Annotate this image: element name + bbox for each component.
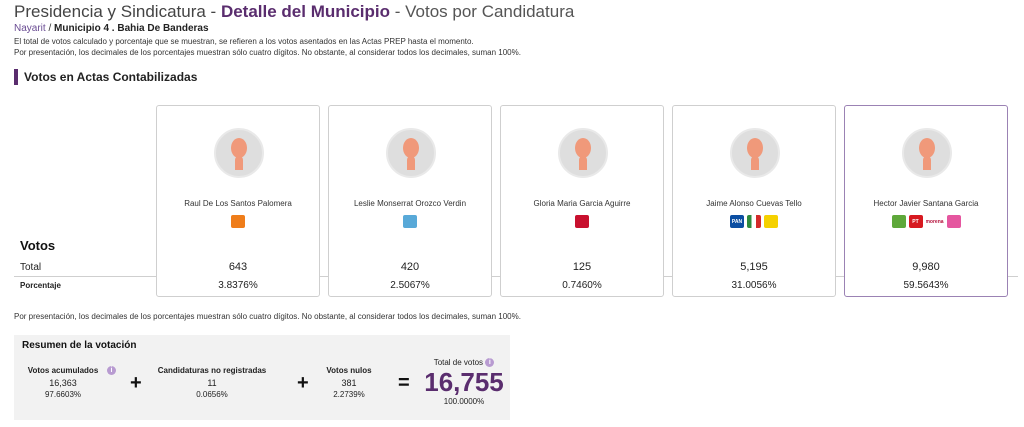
summary-no-registradas: Candidaturas no registradas 11 0.0656% <box>154 366 270 399</box>
local-party-logo-icon <box>403 215 417 228</box>
breadcrumb: Nayarit / Municipio 4 . Bahia De Bandera… <box>14 23 1014 34</box>
vote-summary-panel: Resumen de la votación Votos acumulados … <box>14 335 510 420</box>
no-registradas-value: 11 <box>207 378 217 388</box>
avatar-icon <box>214 128 264 178</box>
percentage-row-label: Porcentaje <box>20 281 61 290</box>
summary-nulos: Votos nulos 381 2.2739% <box>314 366 384 399</box>
morena-logo-icon: morena <box>925 215 944 228</box>
candidate-name: Hector Javier Santana Garcia <box>873 199 979 208</box>
candidate-card[interactable]: Raul De Los Santos Palomera 643 3.8376% <box>156 105 320 297</box>
candidate-total: 9,980 <box>912 261 940 273</box>
pt-logo-icon: PT <box>908 215 923 228</box>
no-registradas-label: Candidaturas no registradas <box>157 366 267 375</box>
info-icon[interactable]: i <box>107 366 116 375</box>
acumulados-value: 16,363 <box>49 378 77 388</box>
candidate-name: Leslie Monserrat Orozco Verdin <box>353 199 467 208</box>
mc-logo-icon <box>231 215 245 228</box>
page-title: Presidencia y Sindicatura - Detalle del … <box>14 2 1014 22</box>
candidate-percentage: 3.8376% <box>218 280 258 291</box>
plus-operator: + <box>130 372 142 394</box>
info-note-2: Por presentación, los decimales de los p… <box>14 48 521 57</box>
candidate-total: 420 <box>400 261 420 273</box>
pvem-logo-icon <box>891 215 906 228</box>
plus-operator-2: + <box>297 372 309 394</box>
title-view: - Votos por Candidatura <box>390 2 575 21</box>
local-coalition-logo-icon <box>946 215 961 228</box>
summary-acumulados: Votos acumulados 16,363 97.6603% <box>18 366 108 399</box>
candidate-total: 643 <box>228 261 248 273</box>
nulos-label: Votos nulos <box>326 366 372 375</box>
avatar-icon <box>902 128 952 178</box>
decimals-note: Por presentación, los decimales de los p… <box>14 312 521 321</box>
summary-title: Resumen de la votación <box>22 340 137 351</box>
prd-logo-icon <box>764 215 778 228</box>
total-votos-label-text: Total de votos <box>433 358 484 367</box>
votos-heading: Votos <box>20 238 56 253</box>
total-row-label: Total <box>20 262 42 273</box>
section-accent-bar <box>14 69 18 85</box>
total-votos-percentage: 100.0000% <box>443 397 485 406</box>
nulos-value: 381 <box>341 378 357 388</box>
pan-logo-icon: PAN <box>730 215 744 228</box>
total-votos-label: Total de votos i <box>419 358 509 367</box>
avatar-icon <box>386 128 436 178</box>
candidate-percentage: 31.0056% <box>731 280 777 291</box>
avatar-icon <box>558 128 608 178</box>
candidate-percentage: 0.7460% <box>562 280 602 291</box>
candidate-name: Gloria Maria Garcia Aguirre <box>533 199 631 208</box>
candidate-card[interactable]: Leslie Monserrat Orozco Verdin 420 2.5067% <box>328 105 492 297</box>
avatar-icon <box>730 128 780 178</box>
party-logos <box>501 215 663 228</box>
equals-operator: = <box>398 372 410 394</box>
candidate-percentage: 59.5643% <box>903 280 949 291</box>
party-logos <box>157 215 319 228</box>
pri-logo-icon <box>747 215 761 228</box>
total-votos-value: 16,755 <box>424 367 504 397</box>
breadcrumb-separator: / <box>45 23 55 34</box>
section-heading: Votos en Actas Contabilizadas <box>14 69 197 85</box>
candidate-total: 125 <box>572 261 592 273</box>
candidate-card[interactable]: Gloria Maria Garcia Aguirre 125 0.7460% <box>500 105 664 297</box>
total-info-icon[interactable]: i <box>485 358 495 367</box>
breadcrumb-municipio: Municipio 4 . Bahia De Banderas <box>54 23 209 34</box>
info-note-1: El total de votos calculado y porcentaje… <box>14 37 474 46</box>
acumulados-label-text: Votos acumulados <box>27 366 99 375</box>
nulos-percentage: 2.2739% <box>333 390 365 399</box>
acumulados-label: Votos acumulados <box>18 366 108 375</box>
candidate-percentage: 2.5067% <box>390 280 430 291</box>
title-election: Presidencia y Sindicatura - <box>14 2 221 21</box>
acumulados-percentage: 97.6603% <box>44 390 82 399</box>
candidate-total: 5,195 <box>740 261 768 273</box>
candidate-name: Jaime Alonso Cuevas Tello <box>706 199 802 208</box>
summary-total: Total de votos i 16,755 100.0000% <box>419 358 509 406</box>
no-registradas-percentage: 0.0656% <box>196 390 228 399</box>
candidate-card[interactable]: Jaime Alonso Cuevas Tello PAN 5,195 31.0056… <box>672 105 836 297</box>
breadcrumb-state-link[interactable]: Nayarit <box>14 23 46 34</box>
page-header: Presidencia y Sindicatura - Detalle del … <box>14 2 1014 58</box>
candidate-card[interactable]: Hector Javier Santana Garcia PT morena 9,98… <box>844 105 1008 297</box>
party-logos: PT morena <box>845 215 1007 228</box>
title-detail: Detalle del Municipio <box>220 2 391 21</box>
party-logos <box>329 215 491 228</box>
candidate-name: Raul De Los Santos Palomera <box>184 199 292 208</box>
fxm-logo-icon <box>575 215 589 228</box>
section-title: Votos en Actas Contabilizadas <box>24 70 198 84</box>
party-logos: PAN <box>673 215 835 228</box>
